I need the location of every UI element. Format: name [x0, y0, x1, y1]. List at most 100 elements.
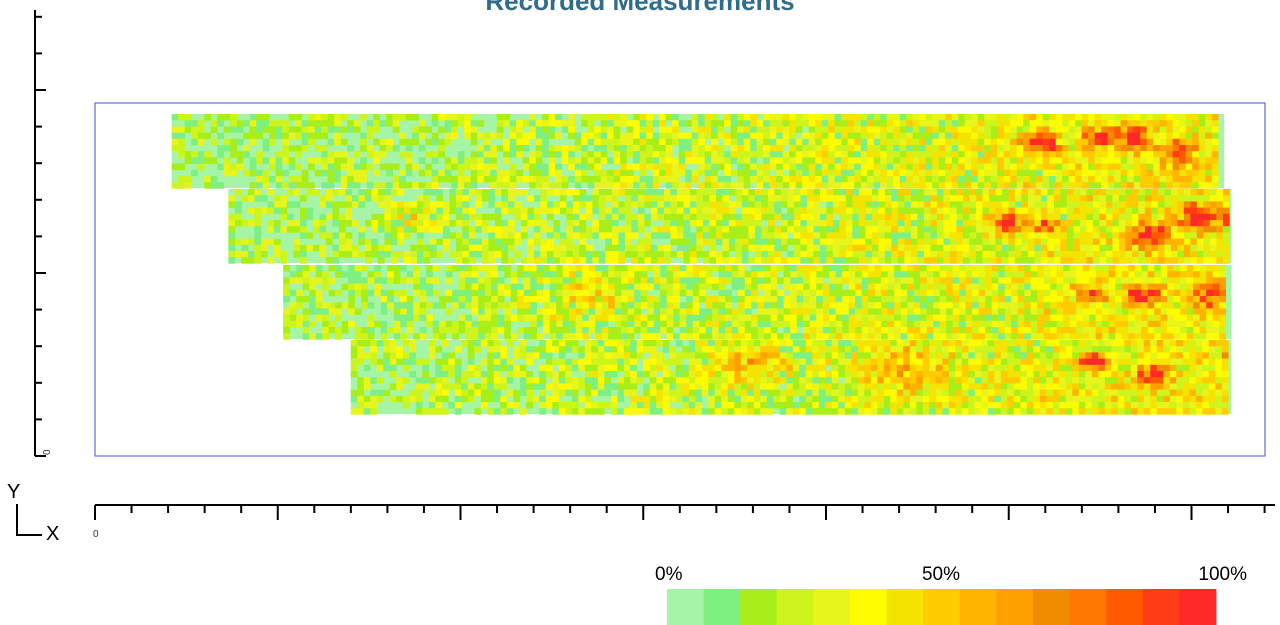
heatmap-cell: [834, 163, 842, 171]
heatmap-cell: [933, 265, 940, 272]
heatmap-cell: [1076, 314, 1083, 322]
heatmap-cell: [923, 226, 931, 233]
heatmap-cell: [1082, 327, 1090, 334]
heatmap-cell: [301, 145, 309, 152]
heatmap-cell: [806, 189, 814, 196]
heatmap-cell: [621, 265, 628, 272]
heatmap-cell: [1144, 189, 1152, 196]
heatmap-cell: [1173, 283, 1181, 291]
heatmap-cell: [1060, 226, 1068, 233]
heatmap-cell: [802, 182, 809, 189]
heatmap-cell: [429, 238, 437, 246]
heatmap-cell: [834, 138, 842, 146]
heatmap-cell: [672, 182, 679, 189]
heatmap-cell: [659, 157, 666, 164]
heatmap-cell: [435, 383, 443, 390]
heatmap-cell: [1192, 138, 1199, 146]
heatmap-cell: [497, 289, 505, 297]
heatmap-cell: [1003, 126, 1011, 133]
heatmap-cell: [481, 213, 489, 221]
heatmap-cell: [1140, 120, 1147, 127]
heatmap-cell: [865, 244, 873, 252]
heatmap-cell: [1021, 207, 1029, 215]
heatmap-cell: [555, 151, 562, 158]
heatmap-cell: [899, 182, 907, 189]
heatmap-cell: [410, 213, 418, 221]
heatmap-cell: [504, 314, 511, 322]
heatmap-cell: [1094, 169, 1102, 177]
heatmap-cell: [1014, 251, 1022, 258]
heatmap-cell: [640, 320, 648, 328]
heatmap-cell: [796, 333, 804, 340]
heatmap-cell: [639, 169, 647, 177]
heatmap-cell: [315, 308, 323, 315]
heatmap-cell: [1066, 220, 1074, 227]
heatmap-cell: [348, 289, 355, 297]
heatmap-cell: [910, 207, 918, 215]
heatmap-cell: [1144, 195, 1152, 202]
heatmap-cell: [282, 151, 289, 158]
heatmap-cell: [919, 120, 926, 127]
heatmap-cell: [1089, 333, 1096, 340]
heatmap-cell: [1141, 308, 1148, 315]
heatmap-cell: [822, 289, 830, 297]
heatmap-cell: [579, 251, 587, 258]
heatmap-cell: [920, 271, 927, 278]
heatmap-cell: [867, 114, 874, 121]
heatmap-cell: [808, 176, 816, 183]
heatmap-cell: [295, 151, 302, 158]
heatmap-cell: [949, 213, 957, 221]
heatmap-cell: [728, 244, 736, 252]
heatmap-cell: [614, 327, 622, 334]
heatmap-cell: [1147, 296, 1155, 303]
heatmap-cell: [572, 251, 580, 258]
heatmap-cell: [712, 277, 719, 284]
heatmap-cell: [828, 169, 835, 177]
heatmap-cell: [471, 283, 479, 291]
heatmap-cell: [451, 157, 458, 164]
heatmap-cell: [1185, 182, 1193, 189]
heatmap-cell: [293, 244, 301, 252]
heatmap-cell: [1024, 308, 1031, 315]
heatmap-cell: [971, 126, 978, 133]
heatmap-cell: [815, 132, 822, 140]
heatmap-cell: [626, 176, 634, 183]
heatmap-cell: [653, 320, 661, 328]
heatmap-cell: [878, 226, 886, 233]
heatmap-cell: [273, 207, 281, 215]
heatmap-cell: [1179, 176, 1186, 183]
heatmap-cell: [776, 114, 783, 121]
heatmap-cell: [370, 389, 378, 397]
heatmap-cell: [686, 265, 693, 272]
heatmap-cell: [1199, 314, 1207, 322]
heatmap-cell: [1222, 244, 1230, 252]
heatmap-cell: [839, 213, 847, 221]
heatmap-cell: [426, 320, 433, 328]
heatmap-cell: [1036, 145, 1043, 152]
heatmap-cell: [458, 296, 466, 303]
heatmap-cell: [646, 163, 653, 171]
heatmap-cell: [1079, 201, 1087, 208]
heatmap-cell: [795, 163, 803, 171]
heatmap-cell: [1101, 157, 1108, 164]
heatmap-cell: [367, 333, 375, 340]
heatmap-cell: [549, 283, 557, 291]
heatmap-cell: [1222, 238, 1230, 246]
heatmap-cell: [1198, 176, 1206, 183]
heatmap-cell: [332, 251, 340, 258]
heatmap-cell: [1141, 289, 1148, 297]
heatmap-cell: [709, 220, 717, 227]
heatmap-cell: [894, 271, 901, 278]
heatmap-cell: [1167, 308, 1174, 315]
heatmap-cell: [370, 408, 378, 415]
heatmap-cell: [384, 244, 392, 252]
heatmap-cell: [1004, 314, 1012, 322]
heatmap-cell: [813, 238, 821, 246]
heatmap-cell: [529, 163, 536, 171]
heatmap-cell: [301, 176, 309, 183]
heatmap-cell: [517, 308, 524, 315]
heatmap-cell: [439, 302, 446, 309]
heatmap-cell: [546, 244, 554, 252]
heatmap-cell: [724, 114, 731, 121]
heatmap-cell: [1180, 283, 1187, 291]
